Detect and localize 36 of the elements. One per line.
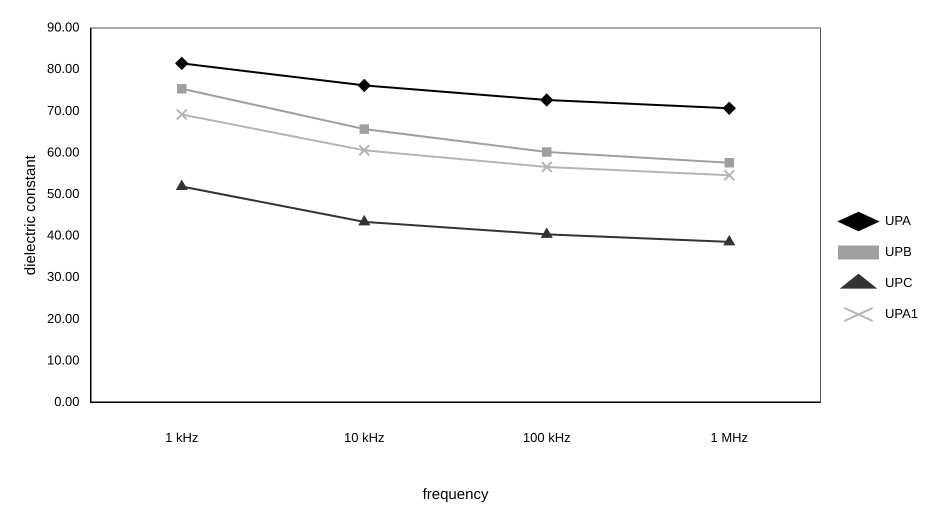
point [176,108,188,120]
y-tick-label: 70.00 [46,102,80,118]
y-tick-label: 50.00 [46,186,80,201]
y-tick-label: 20.00 [46,310,80,326]
point [722,102,736,115]
point [360,124,370,134]
point [541,228,552,238]
legend-label: UPA [885,213,912,228]
y-tick-label: 30.00 [46,269,80,284]
x-axis-title: frequency [422,486,489,504]
legend-label: UPB [885,244,912,260]
legend-label: UPA1 [885,306,918,322]
y-tick-label: 10.00 [46,352,80,368]
y-tick-label: 90.00 [46,20,80,35]
point [358,215,370,226]
point [724,235,735,246]
point [540,160,553,173]
point [176,180,188,190]
y-tick-label: 0.00 [54,394,80,409]
y-tick-label: 80.00 [46,61,80,76]
point [177,84,187,94]
x-tick-label: 10 kHz [344,430,385,445]
x-tick-label: 1 kHz [165,430,198,445]
point [175,56,188,70]
point [723,169,736,182]
point [724,158,734,168]
point [358,144,370,156]
x-tick-label: 1 MHz [710,430,748,445]
y-axis-title: dielectric constant [22,154,40,276]
point [540,93,554,106]
legend-label: UPC [885,275,912,290]
x-tick-label: 100 kHz [522,430,571,445]
y-tick-label: 40.00 [46,228,80,243]
point [358,78,371,92]
point [542,147,552,157]
y-tick-label: 60.00 [46,144,80,160]
